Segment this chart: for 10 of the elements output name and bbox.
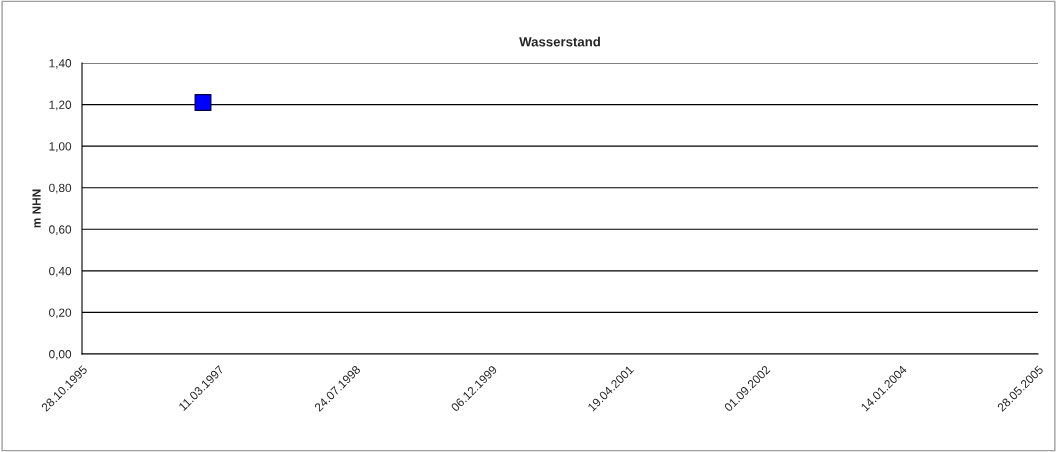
- y-tick-label: 0,80: [49, 183, 72, 194]
- y-tick-label: 0,20: [49, 308, 72, 319]
- y-tick-label: 0,60: [49, 225, 72, 236]
- chart-title: Wasserstand: [519, 36, 600, 47]
- y-tick-label: 1,20: [49, 100, 72, 111]
- y-tick-label: 1,00: [49, 142, 72, 152]
- y-axis-title: m NHN: [32, 189, 41, 228]
- y-tick-label: 0,00: [49, 350, 72, 360]
- y-tick-label: 1,40: [49, 59, 72, 69]
- y-tick-label: 0,40: [49, 266, 72, 277]
